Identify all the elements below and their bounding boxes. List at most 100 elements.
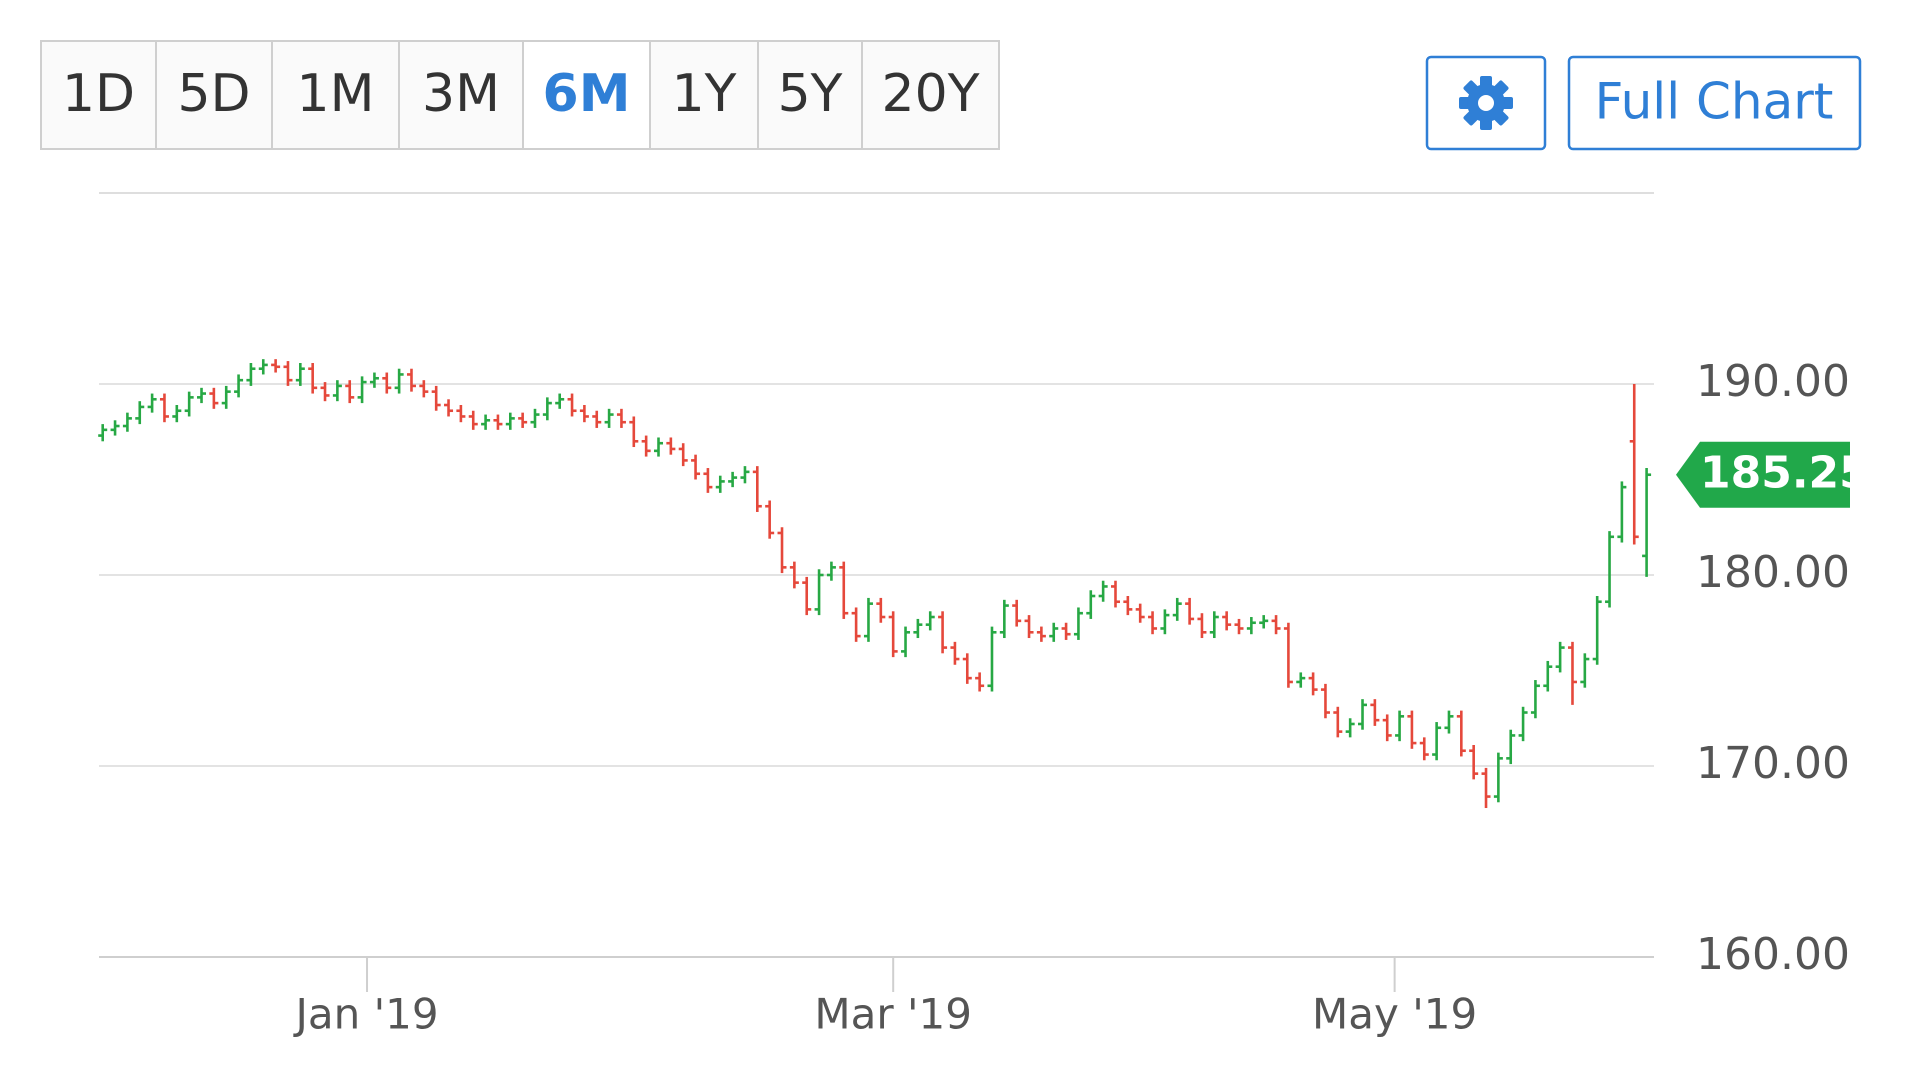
ohlc-bar [814,569,824,616]
ohlc-bar [703,468,713,493]
range-button-label: 20Y [882,64,980,124]
ohlc-bar [1567,641,1577,705]
ohlc-bar [1432,722,1442,761]
ohlc-bar [728,471,738,488]
ohlc-bar [851,607,861,642]
y-tick-label: 180.00 [1696,547,1850,598]
ohlc-bar [1209,611,1219,639]
ohlc-bar [1605,531,1615,608]
ohlc-bar [1580,653,1590,688]
ohlc-bar [271,359,281,373]
ohlc-bar [209,387,219,409]
ohlc-bar [369,372,379,388]
range-button-active[interactable] [524,42,649,148]
range-selector [40,40,1000,150]
ohlc-bar [221,385,231,409]
ohlc-bar [1518,706,1528,742]
ohlc-bar [1283,622,1293,688]
ohlc-bar [172,405,182,423]
ohlc-bar [901,626,911,658]
ohlc-bar [1469,744,1479,780]
ohlc-bar [962,653,972,684]
x-tick-label: Jan '19 [292,990,438,1039]
plot: 160.00 170.00 180.00 190.00 Jan '19 Mar '19 Ma… [98,192,1870,1039]
ohlc-bar [332,380,342,402]
ohlc-bar [1148,611,1158,635]
ohlc-bar [431,385,441,411]
ohlc-bar [1222,611,1232,631]
ohlc-bar [579,405,589,423]
ohlc-bar [98,424,108,442]
ohlc-bar [999,599,1009,639]
ohlc-bar [678,443,688,467]
ohlc-bar [530,408,540,428]
ohlc-bar [1629,384,1639,545]
ohlc-bar [1481,767,1491,809]
ohlc-bar [1555,641,1565,673]
ohlc-bar [308,362,318,394]
ohlc-bar [925,611,935,631]
last-price-badge [1676,441,1850,508]
ohlc-bar [419,380,429,398]
ohlc-bar [518,412,528,428]
ohlc-bar [357,376,367,404]
ohlc-bar [493,414,503,430]
ohlc-bar [147,393,157,413]
ohlc-bar [234,374,244,398]
ohlc-bar [888,611,898,658]
ohlc-bar [1246,617,1256,635]
ohlc-bar [802,576,812,616]
range-button-label: 1M [297,64,375,124]
ohlc-bar [839,561,849,619]
ohlc-bar [1110,580,1120,608]
ohlc-bar [987,626,997,692]
ohlc-bar [1073,607,1083,640]
range-button-label: 3M [422,64,500,124]
range-button-label: 6M [543,64,631,124]
ohlc-bar [1345,718,1355,738]
ohlc-bar [1370,699,1380,726]
ohlc-bar [1456,710,1466,757]
full-chart-button[interactable] [1567,55,1862,151]
ohlc-bar [1185,597,1195,625]
ohlc-bar [1592,596,1602,665]
ohlc-bar [382,372,392,394]
ohlc-bar [1506,729,1516,765]
ohlc-bar [950,641,960,665]
y-tick-label: 160.00 [1696,929,1850,980]
ohlc-bar [1259,615,1269,629]
ohlc-bar [1061,622,1071,640]
ohlc-bar [1012,599,1022,627]
ohlc-bar [1296,672,1306,688]
ohlc-bar [1098,580,1108,602]
ohlc-bar [1197,613,1207,639]
ohlc-bar [1160,609,1170,635]
ohlc-bar [122,412,132,432]
ohlc-bar [295,362,305,386]
ohlc-bar [789,561,799,589]
x-tick-label: May '19 [1312,990,1477,1039]
ohlc-bar [406,368,416,392]
ohlc-bar [641,435,651,457]
ohlc-bar [876,597,886,623]
ohlc-bar [1642,468,1652,577]
ohlc-bar [863,597,873,642]
ohlc-bar [592,410,602,428]
ohlc-bar [246,362,256,386]
ohlc-bar [555,393,565,409]
ohlc-bar [1024,615,1034,639]
ohlc-bar [1123,596,1133,616]
ohlc-bar [1444,710,1454,734]
ohlc-bar [938,611,948,654]
ohlc-bar [1234,618,1244,635]
ohlc-bar [1036,626,1046,642]
ohlc-bar [1135,603,1145,623]
ohlc-bar [456,405,466,423]
ohlc-bar [765,500,775,539]
ohlc-bar [1617,481,1627,543]
ohlc-bar [184,391,194,417]
ohlc-bar [481,414,491,430]
range-button-label: 1Y [672,64,737,124]
ohlc-bar [542,397,552,421]
